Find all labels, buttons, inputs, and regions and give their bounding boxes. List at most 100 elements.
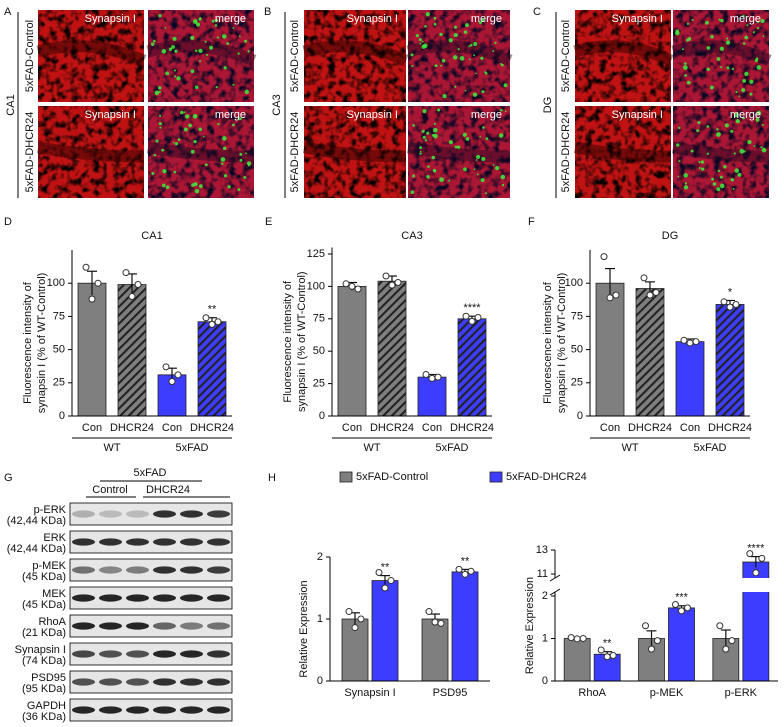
green-signal	[211, 19, 215, 23]
protein-size: (45 KDa)	[22, 599, 66, 611]
green-signal	[412, 124, 415, 127]
data-point	[720, 298, 728, 306]
dapi-overlay	[673, 10, 769, 102]
green-signal	[422, 135, 426, 139]
x-tick-label: Con	[422, 422, 442, 434]
green-signal	[480, 56, 484, 60]
green-signal	[215, 85, 218, 89]
green-signal	[706, 152, 709, 155]
blot-strip	[69, 558, 233, 582]
green-signal	[245, 152, 247, 155]
green-signal	[720, 18, 724, 23]
green-signal	[433, 16, 437, 20]
green-signal	[188, 123, 192, 128]
green-signal	[205, 53, 209, 57]
green-signal	[419, 152, 422, 155]
blot-band	[72, 622, 95, 630]
green-signal	[710, 35, 714, 39]
green-signal	[742, 78, 747, 83]
green-signal	[462, 132, 467, 137]
y-axis-label: Relative Expression	[298, 580, 310, 677]
green-signal	[244, 39, 248, 43]
data-point	[214, 318, 222, 326]
green-signal	[492, 50, 495, 53]
green-signal	[432, 168, 437, 173]
blot-strip	[69, 642, 233, 666]
green-signal	[480, 178, 485, 183]
y-tick-label: 100	[565, 277, 583, 289]
green-signal	[410, 53, 414, 57]
green-signal	[217, 123, 220, 126]
data-point	[455, 565, 463, 573]
y-axis-label: Fluorescence intensity of	[542, 281, 554, 404]
y-tick-label: 25	[313, 378, 325, 390]
green-signal	[174, 142, 179, 146]
green-signal	[415, 33, 419, 38]
y-tick-label: 100	[47, 277, 65, 289]
data-point	[597, 646, 605, 654]
y-tick-label: 0	[319, 410, 325, 422]
chart-title: CA3	[401, 230, 422, 242]
data-point	[612, 291, 620, 299]
green-signal	[153, 153, 157, 157]
blot-strip	[69, 586, 233, 610]
x-tick-label: p-ERK	[725, 687, 758, 699]
green-signal	[711, 177, 714, 181]
green-signal	[719, 132, 721, 135]
green-signal	[760, 146, 763, 149]
green-signal	[199, 184, 203, 189]
x-tick-label: DHCR24	[110, 422, 154, 434]
significance: **	[208, 304, 217, 316]
green-signal	[473, 54, 476, 57]
data-point	[640, 274, 648, 282]
blot-band	[207, 538, 230, 546]
green-signal	[756, 110, 762, 115]
green-signal	[468, 45, 471, 48]
data-point	[672, 601, 679, 608]
green-signal	[216, 36, 219, 39]
green-signal	[223, 174, 228, 178]
green-signal	[174, 49, 178, 53]
green-signal	[453, 55, 458, 60]
blot-band	[180, 594, 203, 602]
image-label: merge	[730, 109, 761, 121]
data-point	[202, 314, 210, 322]
data-point	[579, 635, 587, 642]
bar	[595, 282, 625, 417]
y-tick-label: 25	[53, 377, 65, 389]
data-point	[758, 554, 766, 562]
green-signal	[691, 18, 694, 21]
row-label: 5xFAD-Control	[24, 20, 36, 92]
green-signal	[227, 185, 231, 189]
green-signal	[426, 131, 430, 135]
image-label: Synapsin I	[612, 109, 663, 121]
green-signal	[155, 139, 159, 143]
green-signal	[232, 83, 235, 86]
y-axis-label: synapsin I (% of WT-Control)	[36, 273, 48, 414]
blot-band	[99, 538, 122, 546]
data-point	[648, 645, 655, 653]
cell-layer	[671, 141, 770, 163]
green-signal	[424, 25, 427, 28]
green-signal	[747, 140, 752, 145]
green-signal	[499, 133, 504, 138]
y-tick-label: 0	[577, 410, 583, 422]
image-label: merge	[215, 13, 246, 25]
green-signal	[686, 22, 689, 25]
green-signal	[753, 145, 756, 148]
green-signal	[185, 114, 190, 119]
green-signal	[165, 185, 170, 190]
green-signal	[700, 160, 705, 164]
blot-band	[126, 566, 149, 574]
green-signal	[439, 177, 444, 182]
green-signal	[712, 182, 717, 186]
blot-band	[126, 706, 149, 714]
green-signal	[723, 165, 727, 169]
data-point	[174, 371, 182, 379]
green-signal	[150, 42, 155, 46]
cell-layer	[36, 40, 147, 67]
data-point	[128, 292, 136, 300]
green-signal	[484, 71, 487, 74]
micrograph-texture	[673, 106, 769, 198]
group-label: WT	[103, 442, 120, 454]
